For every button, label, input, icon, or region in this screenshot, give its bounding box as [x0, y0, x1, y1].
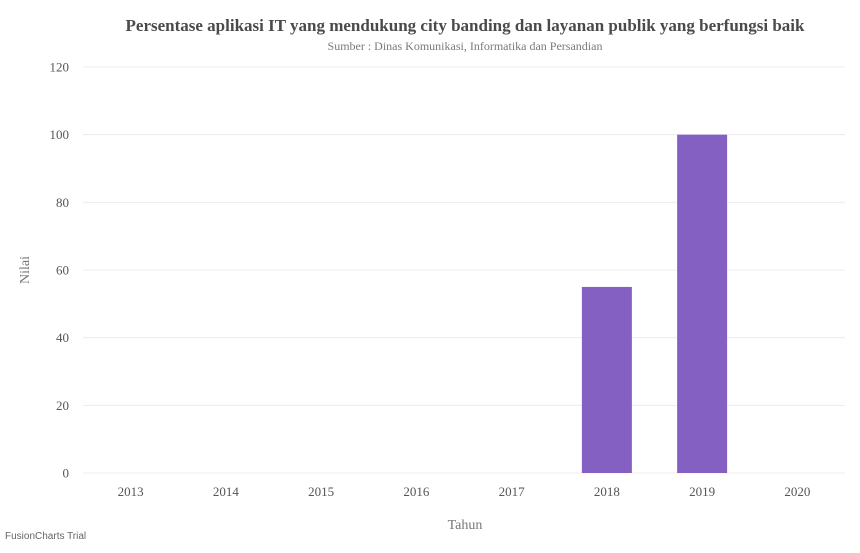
y-axis-ticks: 0 20 40 60 80 100 120: [50, 60, 70, 481]
bar-2018[interactable]: [581, 286, 632, 473]
y-axis-label: Nilai: [18, 256, 33, 284]
x-tick-label: 2015: [308, 484, 334, 499]
bar-2019[interactable]: [677, 134, 728, 473]
y-tick-label: 100: [50, 127, 70, 142]
y-tick-label: 20: [56, 398, 69, 413]
x-tick-label: 2017: [499, 484, 526, 499]
x-tick-label: 2018: [594, 484, 620, 499]
y-tick-label: 120: [50, 60, 70, 75]
y-tick-label: 0: [63, 466, 70, 481]
chart-title: Persentase aplikasi IT yang mendukung ci…: [126, 16, 806, 35]
y-tick-label: 40: [56, 330, 69, 345]
y-tick-label: 60: [56, 263, 69, 278]
chart-subtitle: Sumber : Dinas Komunikasi, Informatika d…: [328, 39, 603, 53]
x-axis-ticks: 2013 2014 2015 2016 2017 2018 2019 2020: [118, 484, 811, 499]
bars: [581, 134, 728, 473]
x-tick-label: 2013: [118, 484, 144, 499]
x-tick-label: 2014: [213, 484, 240, 499]
gridlines: [83, 66, 845, 474]
y-tick-label: 80: [56, 195, 69, 210]
x-axis-label: Tahun: [448, 518, 483, 533]
x-tick-label: 2016: [403, 484, 430, 499]
watermark: FusionCharts Trial: [5, 531, 87, 542]
x-tick-label: 2020: [784, 484, 810, 499]
x-tick-label: 2019: [689, 484, 715, 499]
